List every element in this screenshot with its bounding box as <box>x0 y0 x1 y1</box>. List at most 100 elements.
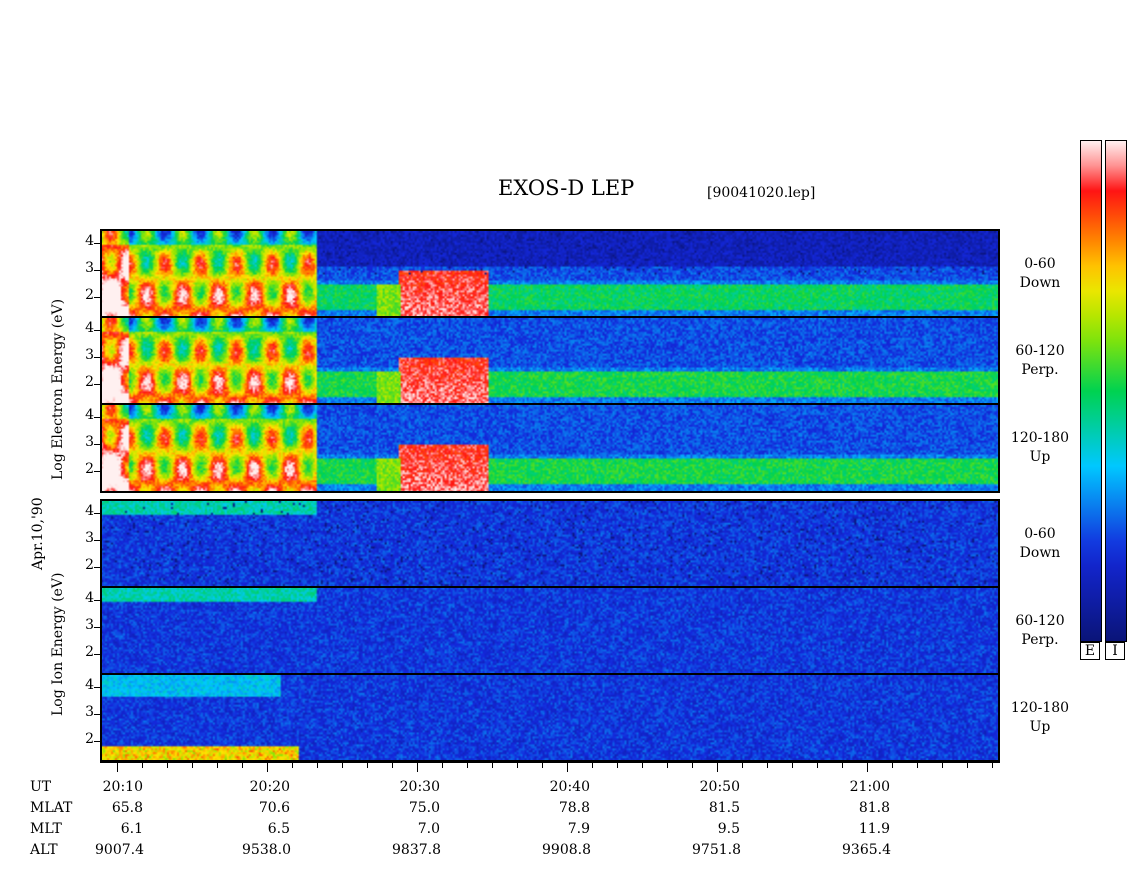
y-tick-label: 4 <box>85 590 94 606</box>
y-tick <box>94 687 100 688</box>
cell-mlat: 81.5 <box>708 800 740 816</box>
x-tick <box>942 762 943 768</box>
x-tick <box>567 762 568 772</box>
y-tick <box>94 567 100 568</box>
y-tick-label: 3 <box>85 260 94 276</box>
x-tick <box>992 762 993 768</box>
y-tick-label: 2 <box>85 287 94 303</box>
row-label-ut: UT <box>30 779 52 795</box>
x-tick <box>542 762 543 768</box>
direction-label: Down <box>1019 275 1061 291</box>
panel-ion-60-120 <box>101 588 1000 675</box>
cell-alt: 9365.4 <box>842 842 891 858</box>
cell-mlat: 75.0 <box>408 800 440 816</box>
cell-ut: 21:00 <box>849 779 890 795</box>
x-tick <box>167 762 168 768</box>
date-label: Apr.10,'90 <box>30 497 46 570</box>
direction-label: Perp. <box>1021 362 1059 378</box>
cell-alt: 9837.8 <box>392 842 441 858</box>
row-label-mlt: MLT <box>30 821 62 837</box>
direction-label: Up <box>1029 449 1051 465</box>
x-tick <box>192 762 193 768</box>
y-tick <box>94 297 100 298</box>
cell-mlat: 81.8 <box>858 800 890 816</box>
row-label-mlat: MLAT <box>30 800 73 816</box>
x-tick <box>392 762 393 768</box>
x-tick <box>317 762 318 768</box>
y-tick <box>94 417 100 418</box>
y-tick-label: 4 <box>85 320 94 336</box>
direction-label: Down <box>1019 545 1061 561</box>
cell-ut: 20:30 <box>399 779 440 795</box>
x-tick <box>842 762 843 768</box>
x-tick <box>617 762 618 768</box>
x-tick <box>792 762 793 768</box>
cell-mlt: 6.1 <box>120 821 143 837</box>
electron-colorbar-label: E <box>1080 642 1100 660</box>
y-tick <box>94 357 100 358</box>
panel-electron-0-60 <box>101 231 1000 318</box>
direction-label: Perp. <box>1021 632 1059 648</box>
panel-divider <box>100 586 1000 588</box>
pitch-angle-label: 60-120 <box>1015 343 1065 359</box>
x-axis-line <box>100 760 1000 762</box>
panel-electron-60-120 <box>101 318 1000 405</box>
y-tick <box>94 714 100 715</box>
x-tick <box>442 762 443 768</box>
pitch-angle-label: 0-60 <box>1024 526 1056 542</box>
x-tick <box>492 762 493 768</box>
electron-axis-label: Log Electron Energy (eV) <box>50 298 66 480</box>
x-tick <box>592 762 593 768</box>
cell-mlt: 7.0 <box>417 821 440 837</box>
x-tick <box>717 762 718 772</box>
x-tick <box>817 762 818 768</box>
file-label: [90041020.lep] <box>707 185 816 201</box>
panel-label: 60-120 Perp. <box>1005 612 1075 650</box>
y-tick-label: 2 <box>85 461 94 477</box>
cell-ut: 20:40 <box>549 779 590 795</box>
row-label-alt: ALT <box>30 842 58 858</box>
x-tick <box>642 762 643 768</box>
x-tick <box>417 762 418 772</box>
x-tick <box>967 762 968 768</box>
x-tick <box>892 762 893 768</box>
cell-mlt: 9.5 <box>717 821 740 837</box>
spectrogram-canvas <box>101 231 1000 318</box>
y-tick <box>94 513 100 514</box>
y-tick <box>94 741 100 742</box>
cell-alt: 9751.8 <box>692 842 741 858</box>
x-tick <box>867 762 868 772</box>
pitch-angle-label: 120-180 <box>1010 430 1070 446</box>
y-tick-label: 4 <box>85 407 94 423</box>
pitch-angle-label: 60-120 <box>1015 613 1065 629</box>
x-tick <box>917 762 918 768</box>
spectrogram-canvas <box>101 588 1000 675</box>
y-tick-label: 2 <box>85 557 94 573</box>
y-tick <box>94 627 100 628</box>
x-tick <box>517 762 518 768</box>
cell-ut: 20:50 <box>699 779 740 795</box>
y-tick <box>94 654 100 655</box>
y-tick <box>94 471 100 472</box>
y-tick <box>94 330 100 331</box>
ion-colorbar <box>1105 140 1127 642</box>
x-tick <box>117 762 118 772</box>
pitch-angle-label: 120-180 <box>1010 700 1070 716</box>
x-tick <box>742 762 743 768</box>
cell-mlat: 70.6 <box>258 800 290 816</box>
panel-ion-0-60 <box>101 501 1000 588</box>
x-tick <box>767 762 768 768</box>
panel-label: 0-60 Down <box>1005 525 1075 563</box>
spectrogram-canvas <box>101 501 1000 588</box>
y-tick-label: 3 <box>85 347 94 363</box>
x-tick <box>667 762 668 768</box>
y-tick-label: 4 <box>85 503 94 519</box>
y-tick <box>94 444 100 445</box>
panel-label: 60-120 Perp. <box>1005 342 1075 380</box>
cell-alt: 9908.8 <box>542 842 591 858</box>
cell-alt: 9007.4 <box>95 842 144 858</box>
y-tick-label: 3 <box>85 530 94 546</box>
x-tick <box>367 762 368 768</box>
spectrogram-canvas <box>101 405 1000 492</box>
y-tick-label: 2 <box>85 374 94 390</box>
